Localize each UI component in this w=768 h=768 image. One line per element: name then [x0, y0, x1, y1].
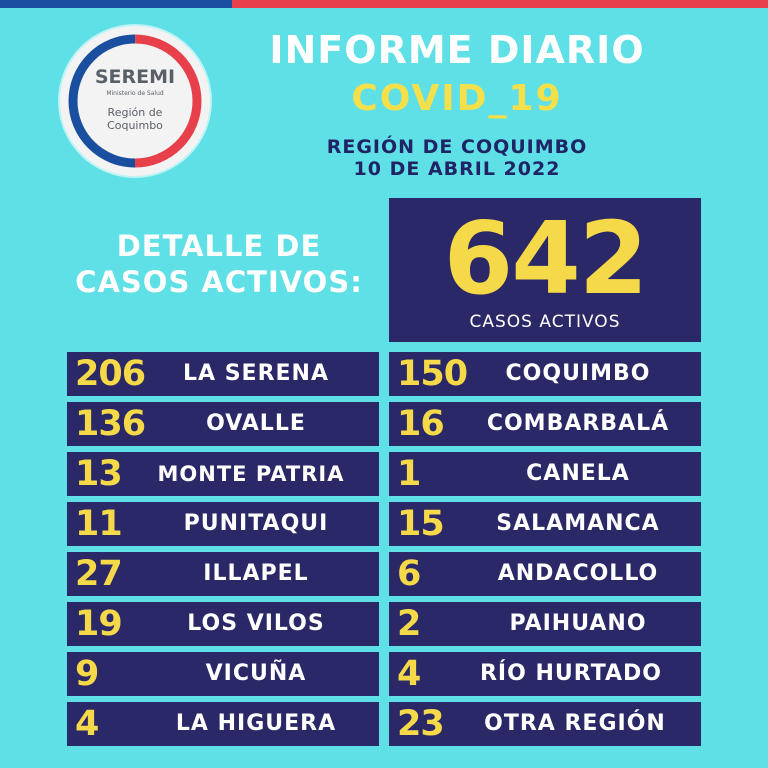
region-label: REGIÓN DE COQUIMBO: [326, 136, 588, 158]
commune-cases: 27: [75, 554, 123, 594]
commune-row: 19 LOS VILOS: [67, 602, 379, 646]
commune-name: MONTE PATRIA: [157, 462, 345, 486]
commune-cases: 15: [397, 504, 445, 544]
commune-name: PAIHUANO: [509, 611, 647, 636]
logo-subtitle: Ministerio de Salud: [106, 90, 164, 97]
commune-cases: 4: [397, 654, 421, 694]
commune-row: 11 PUNITAQUI: [67, 502, 379, 546]
commune-cases: 6: [397, 554, 421, 594]
commune-row: 27 ILLAPEL: [67, 552, 379, 596]
commune-name: ILLAPEL: [203, 561, 309, 586]
commune-cases: 1: [397, 454, 421, 494]
commune-cases: 136: [75, 404, 146, 444]
commune-row: 4 LA HIGUERA: [67, 702, 379, 746]
total-active-cases-label: CASOS ACTIVOS: [469, 312, 621, 332]
commune-row: 150 COQUIMBO: [389, 352, 701, 396]
commune-cases: 16: [397, 404, 445, 444]
logo-title: SEREMI: [94, 66, 176, 88]
commune-cases: 206: [75, 354, 146, 394]
commune-name: LOS VILOS: [187, 611, 325, 636]
commune-cases: 2: [397, 604, 421, 644]
commune-cases: 4: [75, 704, 99, 744]
total-active-cases-panel: 642 CASOS ACTIVOS: [389, 198, 701, 342]
commune-row: 136 OVALLE: [67, 402, 379, 446]
detalle-line-1: DETALLE DE: [116, 229, 322, 263]
flag-bar-red: [232, 0, 768, 8]
report-date: 10 DE ABRIL 2022: [353, 158, 561, 180]
commune-row: 6 ANDACOLLO: [389, 552, 701, 596]
commune-row: 9 VICUÑA: [67, 652, 379, 696]
commune-cases: 19: [75, 604, 123, 644]
commune-row: 1 CANELA: [389, 452, 701, 496]
commune-row: 4 RÍO HURTADO: [389, 652, 701, 696]
commune-row: 15 SALAMANCA: [389, 502, 701, 546]
commune-name: CANELA: [526, 461, 630, 486]
commune-name: COQUIMBO: [505, 361, 651, 386]
commune-name: OVALLE: [206, 411, 306, 436]
logo-region: Región de Coquimbo: [107, 106, 163, 132]
seremi-logo: SEREMI Ministerio de Salud Región de Coq…: [60, 26, 210, 176]
page-subtitle: COVID_19: [351, 78, 563, 119]
commune-name: RÍO HURTADO: [479, 661, 662, 686]
total-active-cases-value: 642: [443, 200, 649, 317]
commune-row: 13 MONTE PATRIA: [67, 452, 379, 496]
commune-row: 23 OTRA REGIÓN: [389, 702, 701, 746]
commune-row: 16 COMBARBALÁ: [389, 402, 701, 446]
commune-cases: 13: [75, 454, 123, 494]
commune-cases: 9: [75, 654, 99, 694]
flag-bar-blue: [0, 0, 232, 8]
commune-row: 2 PAIHUANO: [389, 602, 701, 646]
detalle-line-2: CASOS ACTIVOS:: [75, 265, 363, 299]
commune-name: ANDACOLLO: [497, 561, 659, 586]
commune-name: LA SERENA: [183, 361, 329, 386]
commune-name: VICUÑA: [205, 661, 307, 686]
page-title: INFORME DIARIO: [269, 28, 645, 72]
commune-name: SALAMANCA: [496, 511, 660, 536]
commune-name: OTRA REGIÓN: [484, 711, 666, 736]
commune-name: PUNITAQUI: [183, 511, 329, 536]
top-flag-bar: [0, 0, 768, 8]
commune-cases: 150: [397, 354, 468, 394]
commune-name: LA HIGUERA: [175, 711, 337, 736]
commune-row: 206 LA SERENA: [67, 352, 379, 396]
logo-ring-icon: [68, 34, 202, 168]
commune-cases: 11: [75, 504, 123, 544]
commune-cases: 23: [397, 704, 445, 744]
commune-name: COMBARBALÁ: [486, 411, 670, 436]
detalle-heading: DETALLE DE CASOS ACTIVOS:: [60, 228, 378, 300]
